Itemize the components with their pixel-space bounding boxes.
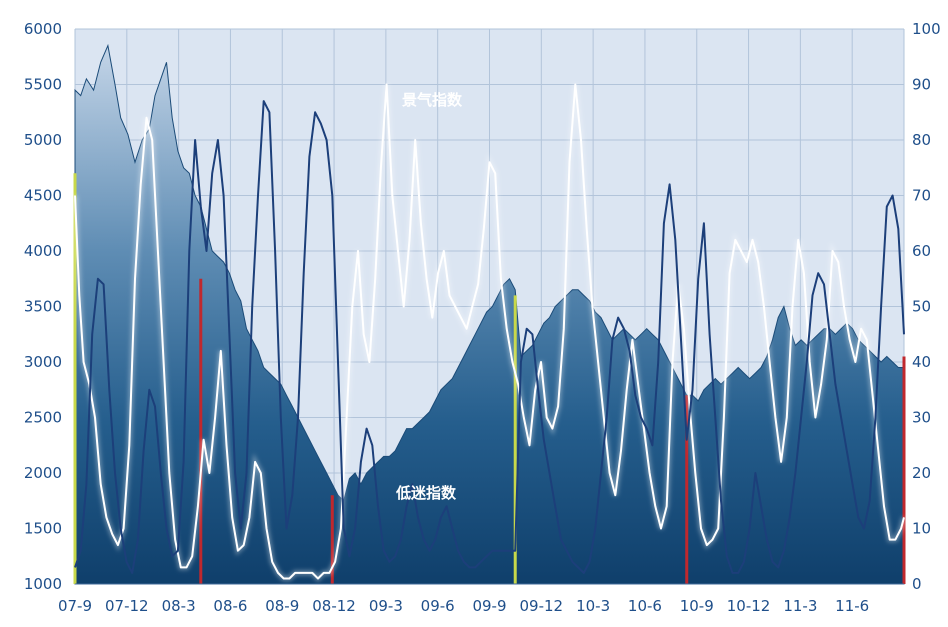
y-right-tick-label: 100 (912, 20, 941, 38)
y-left-tick-label: 2500 (24, 409, 62, 427)
y-axis-left: 1000 1500 2000 2500 3000 3500 4000 4500 5000 5500… (24, 20, 62, 593)
y-left-tick-label: 3000 (24, 353, 62, 371)
line-series (72, 83, 907, 583)
y-right-tick-label: 80 (912, 131, 931, 149)
series-label-boom: 景气指数 (402, 91, 463, 109)
x-tick-label: 08-3 (162, 597, 196, 615)
y-left-tick-label: 5500 (24, 76, 62, 94)
boom-index-line (74, 83, 905, 580)
x-tick-label: 10-6 (628, 597, 662, 615)
x-tick-label: 08-6 (213, 597, 247, 615)
y-left-tick-label: 4500 (24, 187, 62, 205)
x-tick-label: 08-9 (265, 597, 299, 615)
x-tick-label: 09-3 (369, 597, 403, 615)
y-left-tick-label: 2000 (24, 464, 62, 482)
slump-index-line (74, 100, 905, 574)
x-tick-label: 07-9 (58, 597, 92, 615)
y-right-tick-label: 90 (912, 76, 931, 94)
x-tick-label: 11-3 (783, 597, 817, 615)
y-left-tick-label: 1500 (24, 520, 62, 538)
x-tick-label: 09-12 (520, 597, 564, 615)
x-tick-label: 09-6 (421, 597, 455, 615)
x-tick-label: 08-12 (312, 597, 356, 615)
y-left-tick-label: 1000 (24, 575, 62, 593)
y-axis-right: 0 10 20 30 40 50 60 70 80 90 100 (912, 20, 941, 593)
y-right-tick-label: 30 (912, 409, 931, 427)
y-right-tick-label: 50 (912, 298, 931, 316)
y-left-tick-label: 3500 (24, 298, 62, 316)
y-right-tick-label: 20 (912, 464, 931, 482)
series-label-slump: 低迷指数 (395, 484, 457, 502)
x-tick-label: 10-3 (576, 597, 610, 615)
x-tick-label: 09-9 (472, 597, 506, 615)
y-right-tick-label: 10 (912, 520, 931, 538)
y-left-tick-label: 4000 (24, 242, 62, 260)
y-right-tick-label: 60 (912, 242, 931, 260)
x-tick-label: 10-9 (680, 597, 714, 615)
x-tick-label: 07-12 (105, 597, 149, 615)
x-axis: 07-9 07-12 08-3 08-6 08-9 08-12 09-3 09-6 09-9 09… (58, 597, 869, 615)
y-left-tick-label: 6000 (24, 20, 62, 38)
x-tick-label: 11-6 (835, 597, 869, 615)
y-left-tick-label: 5000 (24, 131, 62, 149)
y-right-tick-label: 0 (912, 575, 922, 593)
y-right-tick-label: 70 (912, 187, 931, 205)
x-tick-label: 10-12 (727, 597, 771, 615)
y-right-tick-label: 40 (912, 353, 931, 371)
